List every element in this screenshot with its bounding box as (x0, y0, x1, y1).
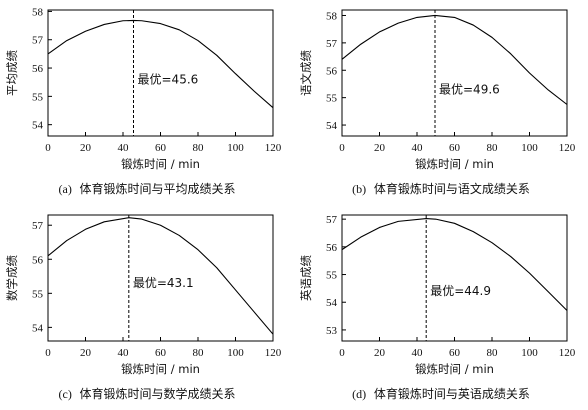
y-tick-label-b: 56 (326, 65, 338, 77)
series-line-b (341, 14, 568, 105)
x-axis-title-c: 锻炼时间 / min (121, 362, 200, 376)
x-tick-label-a: 40 (118, 142, 130, 154)
x-tick-label-a: 100 (227, 142, 244, 154)
x-tick-label-b: 0 (339, 142, 345, 154)
y-tick-label-a: 58 (32, 6, 44, 18)
caption-text-c: 体育锻炼时间与数学成绩关系 (79, 387, 236, 401)
x-axis-title-d: 锻炼时间 / min (415, 362, 494, 376)
y-tick-label-d: 53 (326, 325, 338, 337)
caption-text-b: 体育锻炼时间与语文成绩关系 (373, 182, 530, 196)
series-line-d (341, 218, 568, 311)
plot-frame-b (341, 9, 568, 137)
x-tick-label-a: 60 (155, 142, 167, 154)
y-tick-label-b: 58 (326, 10, 338, 22)
chart-caption-d: (d) 体育锻炼时间与英语成绩关系 (294, 385, 588, 402)
x-tick-label-a: 20 (80, 142, 92, 154)
x-axis-title-b: 锻炼时间 / min (415, 157, 494, 171)
caption-tag-d: (d) (352, 387, 367, 401)
x-tick-label-b: 60 (449, 142, 461, 154)
series-line-a (47, 19, 274, 109)
x-tick-label-a: 120 (265, 142, 282, 154)
optimum-label-b: 最优=49.6 (439, 82, 500, 96)
x-tick-label-c: 100 (227, 347, 244, 359)
optimum-label-d: 最优=44.9 (430, 284, 491, 298)
line-chart-c: 0 20 40 60 80 100 120 54 55 56 57 锻炼时间 / min 数学成绩 最优=… (5, 214, 282, 376)
optimum-label-c: 最优=43.1 (133, 276, 194, 290)
y-tick-label-d: 55 (326, 270, 338, 282)
x-tick-label-c: 0 (45, 347, 51, 359)
y-axis-title-d: 英语成绩 (299, 255, 313, 301)
x-tick-label-a: 80 (193, 142, 205, 154)
x-tick-label-b: 40 (412, 142, 424, 154)
chart-panel-b: 0 20 40 60 80 100 120 54 55 56 57 58 锻炼时间 / min 语文成绩最… (294, 0, 588, 205)
x-tick-label-b: 120 (559, 142, 576, 154)
series-line-c (47, 217, 274, 335)
y-tick-label-d: 56 (326, 242, 338, 254)
x-tick-label-d: 120 (559, 347, 576, 359)
y-tick-label-c: 57 (32, 220, 44, 232)
y-tick-label-a: 57 (32, 35, 44, 47)
x-tick-label-c: 60 (155, 347, 167, 359)
line-chart-a: 0 20 40 60 80 100 120 54 55 56 57 58 锻炼时间 / min 平均成绩 最… (5, 6, 282, 171)
y-tick-label-b: 54 (326, 120, 338, 132)
x-tick-label-d: 100 (521, 347, 538, 359)
y-tick-label-c: 56 (32, 254, 44, 266)
line-chart-d: 0 20 40 60 80 100 120 53 54 55 56 57 锻炼时间 / min 英语成绩最… (299, 214, 576, 376)
x-tick-label-b: 100 (521, 142, 538, 154)
x-tick-label-c: 120 (265, 347, 282, 359)
chart-caption-a: (a) 体育锻炼时间与平均成绩关系 (0, 180, 294, 197)
y-tick-label-b: 57 (326, 38, 338, 50)
x-tick-label-d: 20 (374, 347, 386, 359)
y-tick-label-c: 54 (32, 322, 44, 334)
caption-tag-b: (b) (352, 182, 367, 196)
y-tick-label-d: 54 (326, 297, 338, 309)
y-tick-label-b: 55 (326, 93, 338, 105)
caption-tag-c: (c) (58, 387, 72, 401)
y-axis-title-c: 数学成绩 (5, 255, 19, 301)
y-tick-label-a: 55 (32, 91, 44, 103)
caption-text-d: 体育锻炼时间与英语成绩关系 (373, 387, 530, 401)
caption-tag-a: (a) (58, 182, 72, 196)
optimum-label-a: 最优=45.6 (138, 72, 199, 86)
y-tick-label-a: 54 (32, 120, 44, 132)
y-axis-title-a: 平均成绩 (5, 50, 19, 96)
chart-panel-d: 0 20 40 60 80 100 120 53 54 55 56 57 锻炼时间 / min 英语成绩最… (294, 205, 588, 410)
x-tick-label-a: 0 (45, 142, 51, 154)
y-tick-label-a: 56 (32, 63, 44, 75)
x-axis-title-a: 锻炼时间 / min (121, 157, 200, 171)
y-tick-label-d: 57 (326, 214, 338, 226)
x-tick-label-d: 60 (449, 347, 461, 359)
y-axis-title-b: 语文成绩 (299, 50, 313, 96)
x-tick-label-c: 80 (193, 347, 205, 359)
line-chart-b: 0 20 40 60 80 100 120 54 55 56 57 58 锻炼时间 / min 语文成绩最… (299, 9, 576, 171)
plot-frame-d (341, 214, 568, 342)
caption-text-a: 体育锻炼时间与平均成绩关系 (79, 182, 236, 196)
x-tick-label-d: 0 (339, 347, 345, 359)
chart-panel-a: 0 20 40 60 80 100 120 54 55 56 57 58 锻炼时间 / min 平均成绩 最… (0, 0, 294, 205)
x-tick-label-c: 40 (118, 347, 130, 359)
chart-panel-c: 0 20 40 60 80 100 120 54 55 56 57 锻炼时间 / min 数学成绩 最优=… (0, 205, 294, 410)
y-tick-label-c: 55 (32, 288, 44, 300)
x-tick-label-d: 80 (487, 347, 499, 359)
x-tick-label-d: 40 (412, 347, 424, 359)
x-tick-label-c: 20 (80, 347, 92, 359)
x-tick-label-b: 80 (487, 142, 499, 154)
x-tick-label-b: 20 (374, 142, 386, 154)
chart-caption-c: (c) 体育锻炼时间与数学成绩关系 (0, 385, 294, 402)
chart-caption-b: (b) 体育锻炼时间与语文成绩关系 (294, 180, 588, 197)
